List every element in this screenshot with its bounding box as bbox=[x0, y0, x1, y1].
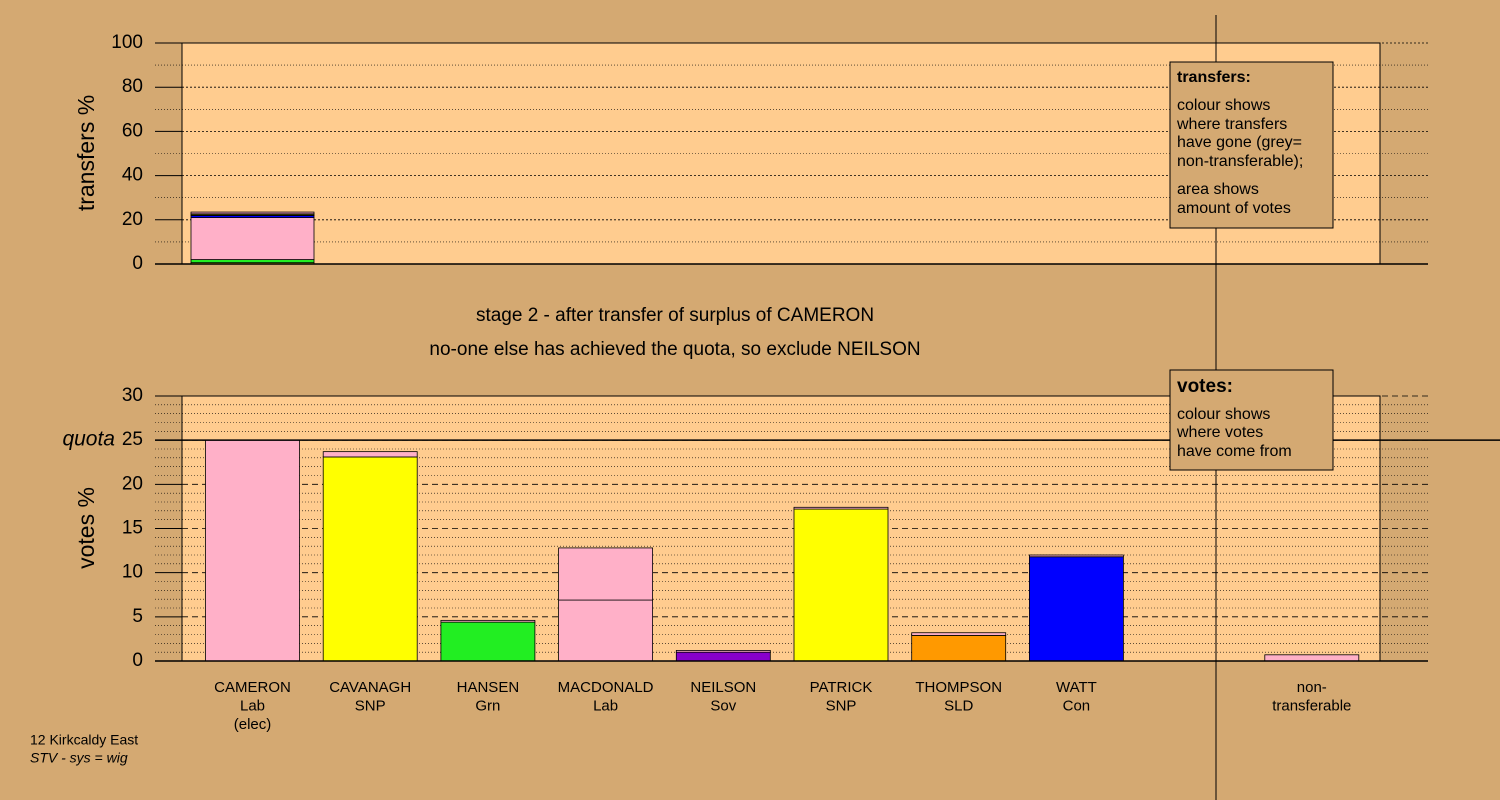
x-tick-label: (elec) bbox=[234, 716, 272, 733]
x-tick-label: SNP bbox=[355, 697, 386, 714]
y-tick-label: 0 bbox=[132, 253, 143, 274]
y-axis-label: votes % bbox=[73, 487, 99, 569]
bar-segment bbox=[558, 547, 653, 601]
note-line: colour shows bbox=[1177, 406, 1270, 423]
footer: STV - sys = wig bbox=[30, 750, 128, 766]
bar-segment bbox=[911, 634, 1007, 662]
y-tick-label: 25 bbox=[122, 429, 143, 450]
bar-segment bbox=[675, 650, 771, 653]
x-tick-label: SLD bbox=[944, 697, 973, 714]
x-tick-label: THOMPSON bbox=[915, 679, 1002, 696]
stage-subtitle: no-one else has achieved the quota, so e… bbox=[429, 339, 920, 360]
note-line: area shows bbox=[1177, 181, 1259, 198]
note-line: colour shows bbox=[1177, 97, 1270, 114]
x-tick-label: Lab bbox=[240, 697, 265, 714]
x-tick-label: HANSEN bbox=[457, 679, 520, 696]
note-line: have come from bbox=[1177, 443, 1292, 460]
bar-segment bbox=[793, 508, 889, 662]
x-tick-label: CAVANAGH bbox=[329, 679, 411, 696]
y-tick-label: 60 bbox=[122, 120, 143, 141]
bar-segment bbox=[440, 619, 536, 623]
x-tick-label: Sov bbox=[710, 697, 736, 714]
x-tick-label: PATRICK bbox=[810, 679, 873, 696]
y-tick-label: 20 bbox=[122, 473, 143, 494]
bar-segment bbox=[793, 506, 889, 510]
bar-segment bbox=[1029, 554, 1124, 558]
marks: transfers % 0 20 40 60 80 100 votes % 0 5 10 15 20 25… bbox=[62, 32, 1500, 733]
y-tick-label: 0 bbox=[132, 650, 143, 671]
bar-segment bbox=[675, 651, 771, 662]
y-tick-label: 100 bbox=[111, 32, 143, 53]
x-tick-label: transferable bbox=[1272, 697, 1351, 714]
x-tick-label: Lab bbox=[593, 697, 618, 714]
y-tick-label: 30 bbox=[122, 385, 143, 406]
x-tick-label: MACDONALD bbox=[558, 679, 654, 696]
bar-segment bbox=[190, 211, 315, 215]
note-line: where votes bbox=[1176, 424, 1263, 441]
bar-segment bbox=[190, 217, 315, 260]
bar-segment bbox=[1264, 654, 1360, 662]
bar-segment bbox=[558, 599, 653, 662]
bar-segment bbox=[911, 632, 1007, 636]
y-tick-label: 80 bbox=[122, 76, 143, 97]
bar-segment bbox=[322, 456, 418, 662]
footer: 12 Kirkcaldy East bbox=[30, 732, 138, 748]
y-tick-label: 5 bbox=[132, 606, 143, 627]
x-tick-label: Con bbox=[1063, 697, 1091, 714]
note-line: amount of votes bbox=[1177, 200, 1291, 217]
note-line: where transfers bbox=[1176, 116, 1287, 133]
x-tick-label: CAMERON bbox=[214, 679, 291, 696]
bar-segment bbox=[322, 451, 418, 458]
bar-segment bbox=[440, 621, 536, 662]
y-tick-label: 15 bbox=[122, 518, 143, 539]
bar-segment bbox=[205, 439, 300, 662]
x-tick-label: NEILSON bbox=[690, 679, 756, 696]
transfers-note bbox=[1169, 61, 1334, 229]
note-line: have gone (grey= bbox=[1177, 134, 1302, 151]
x-tick-label: WATT bbox=[1056, 679, 1097, 696]
y-axis-label: transfers % bbox=[73, 95, 99, 211]
quota-label: quota bbox=[62, 428, 115, 451]
y-tick-label: 10 bbox=[122, 562, 143, 583]
x-tick-label: SNP bbox=[826, 697, 857, 714]
bar-segment bbox=[1029, 556, 1124, 662]
stage-title: stage 2 - after transfer of surplus of C… bbox=[476, 305, 874, 326]
note-title: transfers: bbox=[1177, 69, 1251, 86]
y-tick-label: 20 bbox=[122, 209, 143, 230]
votes-note bbox=[1169, 369, 1334, 471]
bar-segment bbox=[190, 259, 315, 264]
note-title: votes: bbox=[1177, 376, 1233, 397]
x-tick-label: non- bbox=[1297, 679, 1327, 696]
x-tick-label: Grn bbox=[475, 697, 500, 714]
y-tick-label: 40 bbox=[122, 165, 143, 186]
note-line: non-transferable); bbox=[1177, 153, 1303, 170]
